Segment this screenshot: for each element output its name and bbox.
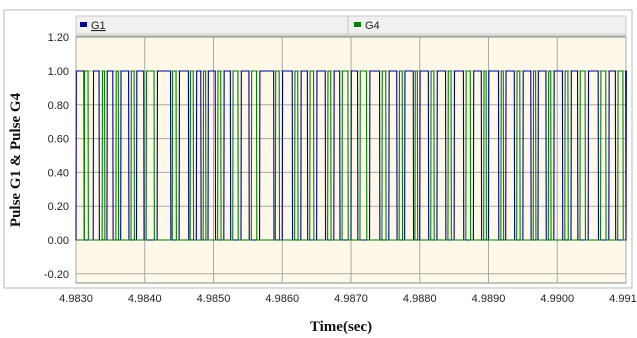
- x-tick-label-5: 4.9880: [403, 293, 437, 305]
- y-axis-title: Pulse G1 & Pulse G4: [8, 92, 24, 227]
- series-g4-line: [76, 70, 626, 241]
- x-tick-label-6: 4.9890: [472, 293, 506, 305]
- y-tick-label-6: 0.00: [48, 235, 69, 247]
- y-tick-label-7: -0.20: [44, 269, 69, 281]
- y-tick-labels: 1.20 1.00 0.80 0.60 0.40 0.20 0.00 -0.20: [44, 32, 69, 281]
- series-g1-line: [75, 70, 627, 241]
- y-tick-label-4: 0.40: [48, 167, 69, 179]
- x-tick-label-1: 4.9840: [128, 293, 162, 305]
- series-layer: [75, 70, 627, 241]
- legend-label-g1: G1: [91, 20, 106, 32]
- x-tick-label-4: 4.9870: [334, 293, 368, 305]
- x-tick-label-8: 4.9910: [609, 293, 637, 305]
- x-tick-label-3: 4.9860: [265, 293, 299, 305]
- x-tick-label-7: 4.9900: [540, 293, 574, 305]
- x-tick-labels: 4.9830 4.9840 4.9850 4.9860 4.9870 4.9880 4.98…: [59, 293, 637, 305]
- legend-label-g4: G4: [365, 20, 380, 32]
- y-tick-label-0: 1.20: [48, 32, 69, 44]
- legend-swatch-g1: [80, 22, 87, 27]
- legend-swatch-g4: [354, 22, 361, 27]
- x-tick-label-0: 4.9830: [59, 293, 93, 305]
- y-tick-label-3: 0.60: [48, 134, 69, 146]
- legend-bar: [75, 15, 627, 35]
- x-tick-label-2: 4.9850: [197, 293, 231, 305]
- x-axis-title: Time(sec): [310, 319, 372, 335]
- y-tick-label-1: 1.00: [48, 66, 69, 78]
- y-tick-label-5: 0.20: [48, 201, 69, 213]
- y-tick-label-2: 0.80: [48, 100, 69, 112]
